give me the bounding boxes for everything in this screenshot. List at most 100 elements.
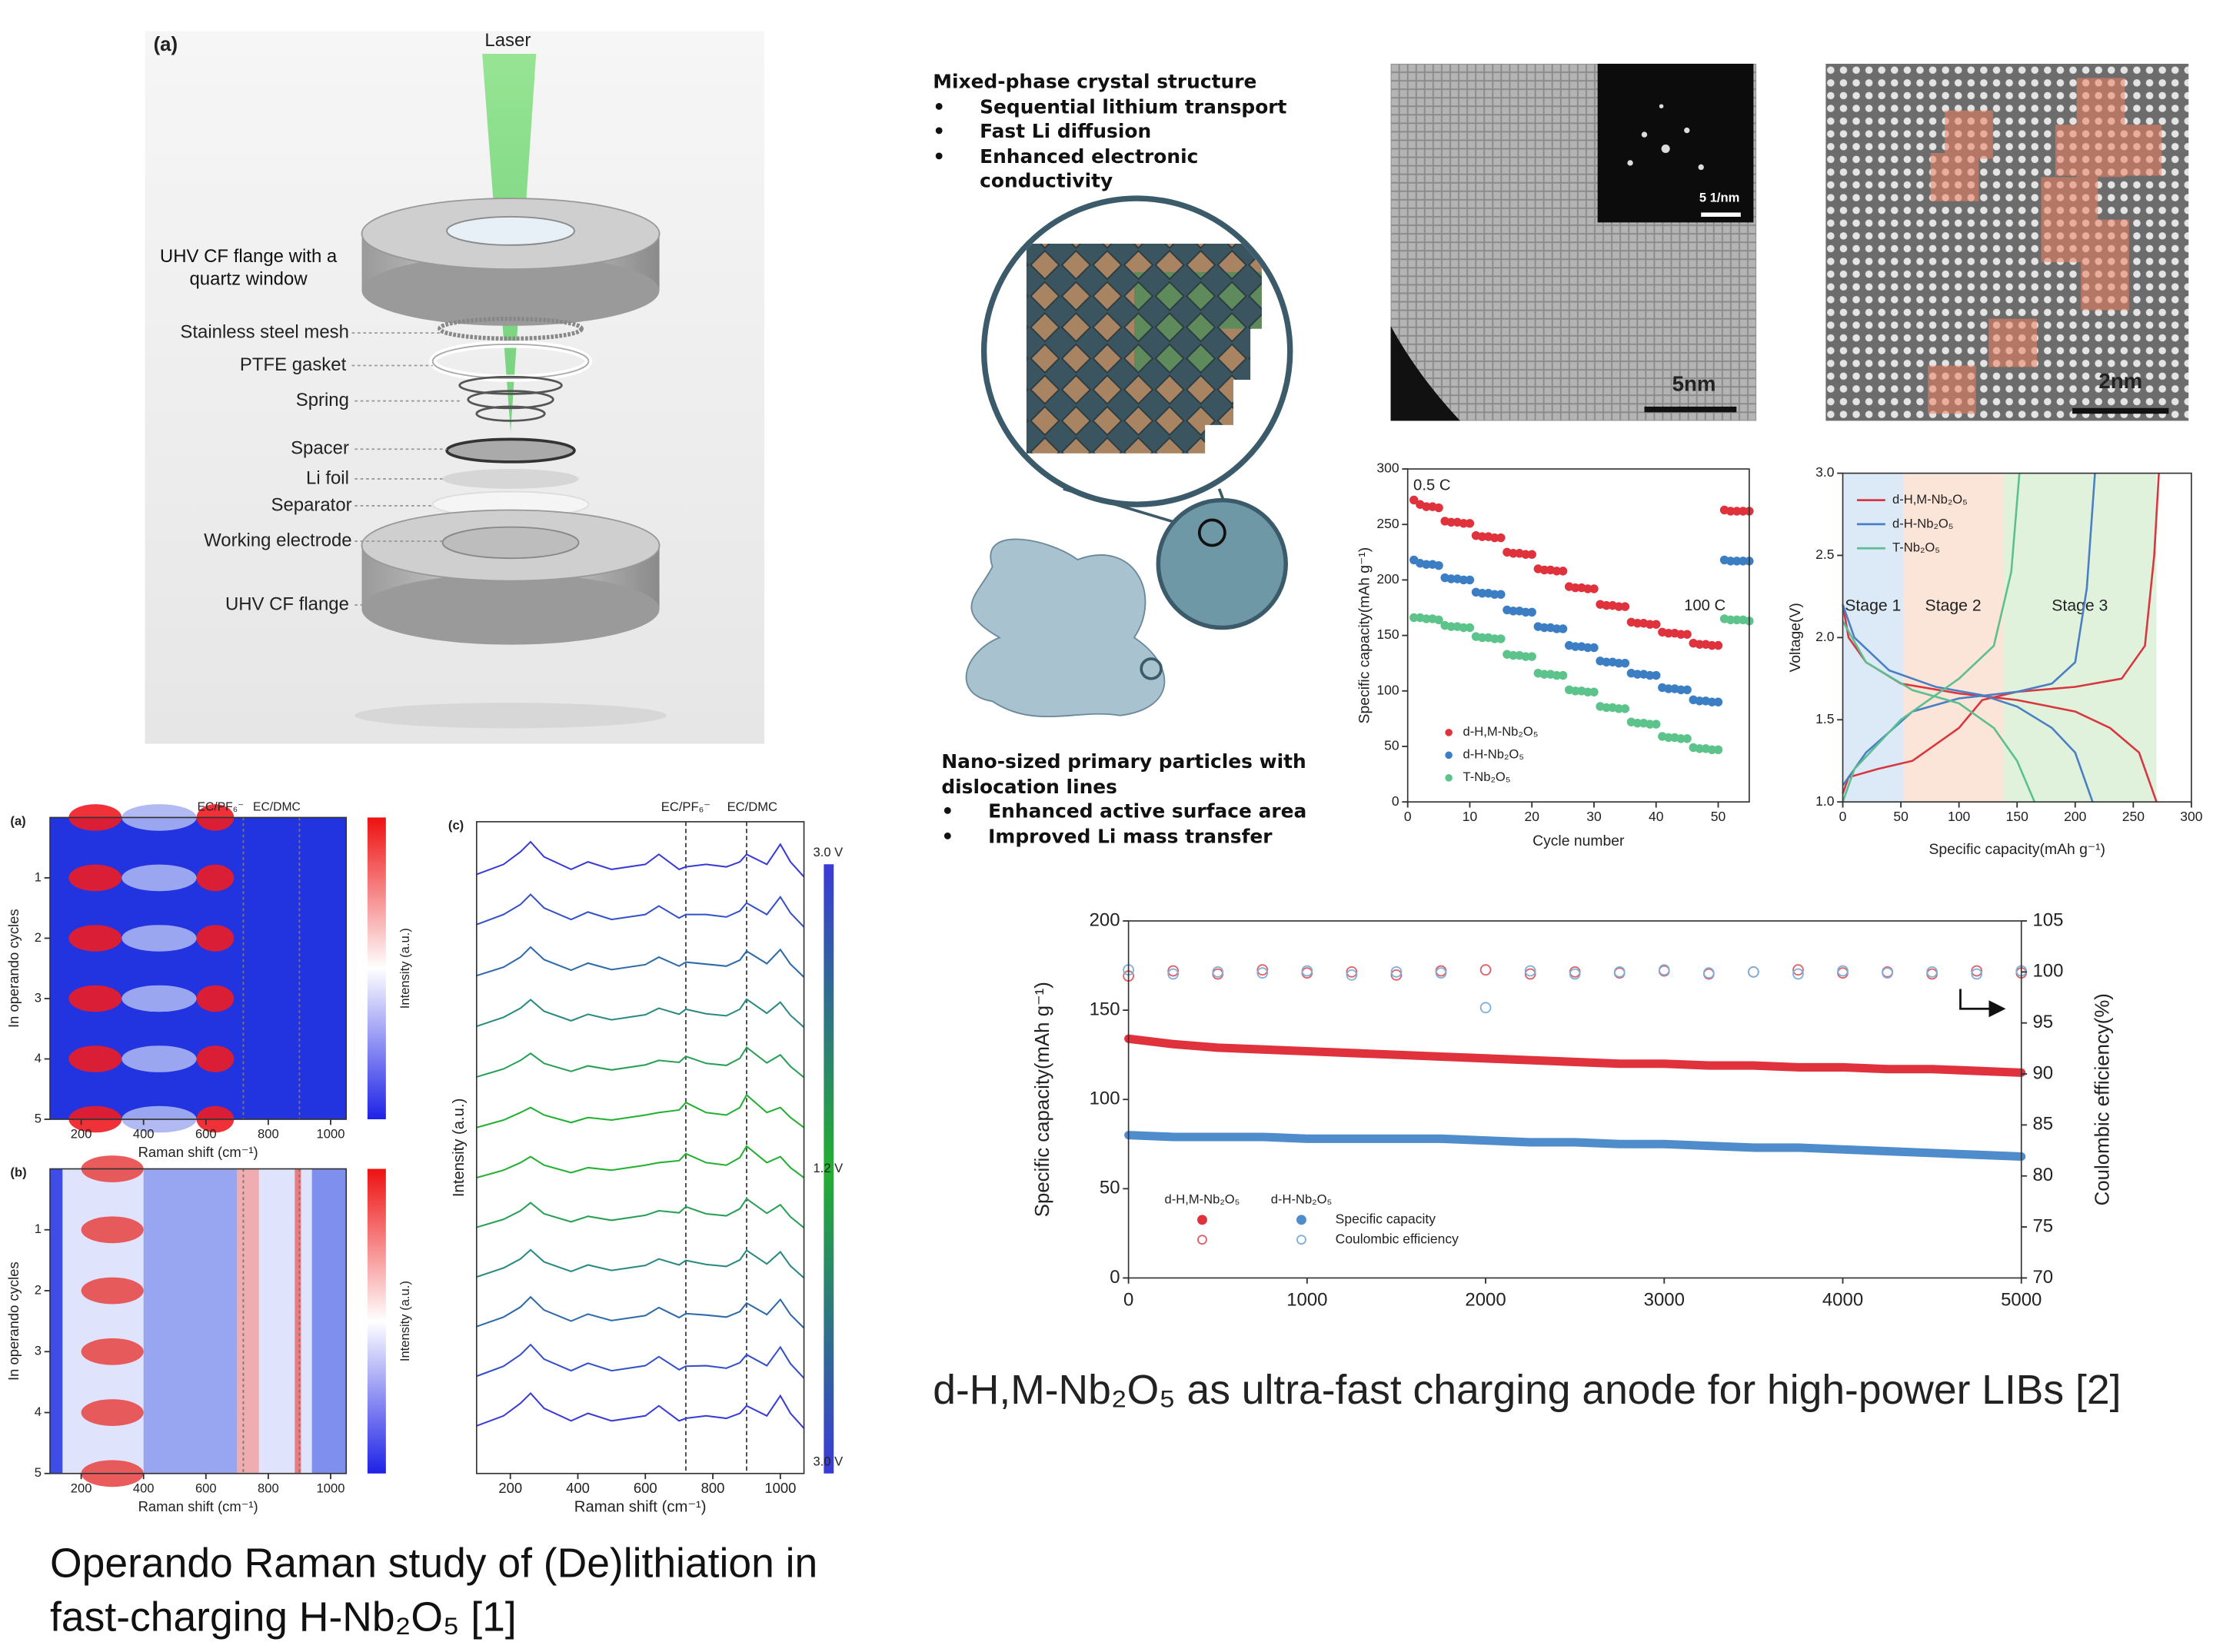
y-tick-label: 1 [35,1222,42,1236]
legend-symbol [1197,1235,1207,1245]
y-axis-label: In operando cycles [5,1261,22,1381]
y-tick-label: 1.5 [1815,711,1834,726]
point [1620,658,1630,668]
part-label: Separator [271,494,351,515]
point [1713,640,1723,650]
lens-rim [980,195,1293,507]
legend-label: d-H,M-Nb₂O₅ [1463,724,1539,739]
heat-spot [121,864,197,892]
point [1658,964,1670,976]
stage-region [1903,473,2004,803]
x-axis-label: Specific capacity(mAh g⁻¹) [1928,841,2105,858]
curve [1842,473,2160,794]
point [1713,745,1723,755]
y2-tick-label: 95 [2032,1012,2053,1032]
legend-symbol [1296,1215,1306,1225]
caption: d-H,M-Nb₂O₅ as ultra-fast charging anode… [933,1368,2121,1413]
heat-spot [81,1277,144,1305]
colorbar-label: 3.0 V [814,845,844,859]
bullet: Sequential lithium transport [933,95,1358,120]
x-axis-label: Cycle number [1532,833,1625,849]
x-tick-label: 1000 [764,1480,796,1496]
y2-tick-label: 70 [2032,1267,2053,1288]
heat-column [295,1168,301,1474]
heat-spot [196,864,235,892]
y-tick-label: 100 [1376,682,1399,697]
stage-label: Stage 3 [2052,597,2108,614]
panel-label: (b) [10,1165,26,1179]
point [1479,1002,1492,1014]
heat-spot [196,985,235,1012]
x-tick-label: 800 [701,1480,725,1496]
spectrum [476,840,805,878]
point [1837,965,1849,977]
point [1620,704,1630,713]
legend-symbol [1445,729,1453,736]
y-tick-label: 2 [35,930,42,945]
scale-label: 5 1/nm [1699,190,1740,204]
heading: Mixed-phase crystal structure [933,71,1257,94]
y-tick-label: 150 [1090,999,1120,1019]
flange-edge [361,573,660,645]
heat-spot [81,1216,144,1244]
legend-header: d-H,M-Nb₂O₅ [1165,1192,1240,1206]
spectrum [476,946,805,978]
heat-column [143,1168,238,1474]
heat-spot [68,985,122,1012]
annotation: EC/DMC [253,801,301,814]
part-label: Spacer [291,438,349,459]
heat-column [50,1168,63,1474]
part-label: UHV CF flange [225,593,349,614]
y-tick-label: 2.0 [1815,629,1835,644]
point [1256,967,1269,979]
y-tick-label: 0 [1392,793,1399,809]
y2-axis-label: Coulombic efficiency(%) [2092,993,2113,1205]
y-tick-label: 3 [35,1344,42,1358]
panel-label: (a) [154,34,178,55]
x-tick-label: 1000 [1286,1289,1327,1310]
x-tick-label: 200 [71,1481,92,1495]
x-tick-label: 400 [133,1127,155,1142]
plot-frame [475,821,805,1474]
x-tick-label: 200 [2064,809,2086,824]
annotation: 0.5 C [1413,477,1450,494]
point [1434,560,1443,570]
x-axis-label: Raman shift (cm⁻¹) [138,1498,258,1514]
point [1465,575,1475,585]
point [1465,519,1475,528]
point [1524,968,1536,980]
y-tick-label: 5 [35,1465,42,1480]
x-tick-label: 4000 [1822,1289,1863,1310]
x-tick-label: 100 [1948,809,1970,824]
shadow [354,703,667,729]
y-tick-label: 300 [1376,460,1399,476]
panel-label: (a) [10,813,25,828]
heat-spot [196,925,235,952]
legend-label: T-Nb₂O₅ [1463,769,1511,784]
y-tick-label: 4 [35,1051,42,1065]
point [1748,966,1759,978]
heat-spot [196,1045,235,1072]
point [1256,964,1269,976]
y-tick-label: 200 [1090,909,1120,930]
x-tick-label: 250 [2122,809,2145,824]
point [1527,607,1536,617]
point [1434,615,1443,625]
point [1652,720,1661,729]
x-tick-label: 50 [1893,809,1909,824]
legend-label: d-H-Nb₂O₅ [1463,747,1524,762]
y2-tick-label: 90 [2032,1062,2053,1083]
heat-spot [68,1045,122,1072]
x-tick-label: 600 [634,1480,657,1496]
scale-label: 2nm [2098,369,2142,393]
spectrum [476,1045,805,1079]
quartz-window [446,216,575,246]
point [1652,620,1661,629]
point [1682,685,1692,695]
legend-label: Coulombic efficiency [1336,1231,1459,1246]
diffraction-spots [1627,104,1704,171]
highlight [1140,657,1163,680]
colorbar [367,817,386,1120]
